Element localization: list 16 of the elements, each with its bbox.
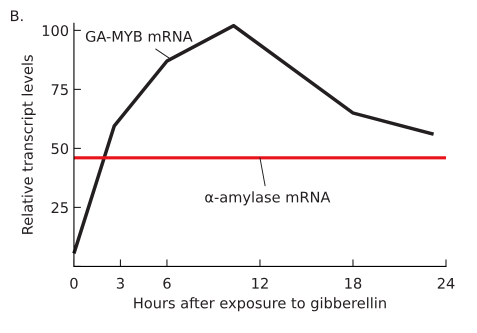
x-tick-label: 6 bbox=[163, 278, 171, 289]
text: B. bbox=[10, 10, 23, 22]
line-series bbox=[72, 24, 436, 256]
x-tick-label: 24 bbox=[438, 278, 454, 289]
y-tick-label: 100 bbox=[42, 25, 68, 36]
x-tick-label: 3 bbox=[116, 278, 124, 289]
y-tick-label: 75 bbox=[52, 84, 68, 96]
x-tick-label: 18 bbox=[345, 278, 362, 289]
y-axis-title: Relative transcript levels bbox=[22, 55, 36, 234]
annotation: α-amylase mRNA bbox=[205, 191, 330, 206]
x-axis-title: Hours after exposure to gibberellin bbox=[134, 297, 386, 312]
annotation: GA-MYB mRNA bbox=[86, 30, 193, 42]
x-tick-label: 0 bbox=[70, 278, 78, 289]
y-tick-label: 50 bbox=[52, 143, 68, 154]
x-tick-label: 12 bbox=[252, 278, 268, 289]
y-tick-label: 25 bbox=[52, 202, 68, 214]
